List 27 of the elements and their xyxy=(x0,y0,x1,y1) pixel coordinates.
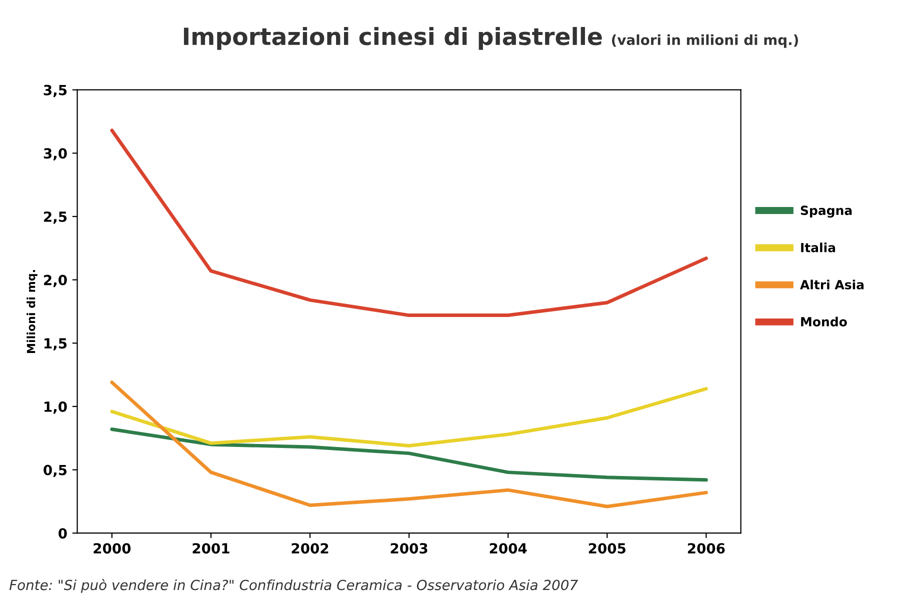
source-note: Fonte: "Si può vendere in Cina?" Confindustria Ceramica - Osservatorio Asia 2007 xyxy=(9,578,578,593)
y-tick-label: 3,5 xyxy=(44,84,67,98)
x-tick-label: 2003 xyxy=(390,543,428,554)
x-tick-label: 2006 xyxy=(688,543,725,554)
chart-subtitle: (valori in milioni di mq.) xyxy=(612,34,798,48)
y-tick-label: 3,0 xyxy=(44,148,67,160)
y-tick-label: 0 xyxy=(58,528,67,539)
x-tick-label: 2000 xyxy=(94,543,131,554)
y-axis-title: Milioni di mq. xyxy=(26,270,38,354)
x-tick-label: 2004 xyxy=(490,543,527,554)
x-tick-label: 2002 xyxy=(292,543,328,554)
y-tick-label: 2,5 xyxy=(44,211,67,224)
legend-label: Spagna xyxy=(800,206,852,218)
y-tick-label: 1,0 xyxy=(44,401,67,414)
line-series xyxy=(110,428,708,482)
x-tick-label: 2001 xyxy=(192,543,230,554)
legend-label: Mondo xyxy=(801,316,847,326)
line-series xyxy=(110,380,708,508)
line-series xyxy=(110,128,708,318)
y-tick-label: 0,5 xyxy=(44,464,67,478)
x-tick-label: 2005 xyxy=(588,543,626,554)
chart-title: Importazioni cinesi di piastrelle xyxy=(184,26,602,50)
legend-label: Italia xyxy=(801,242,836,252)
y-tick-label: 2,0 xyxy=(44,274,67,288)
legend-label: Altri Asia xyxy=(800,280,864,290)
line-series xyxy=(110,387,708,448)
y-tick-label: 1,5 xyxy=(44,338,67,350)
